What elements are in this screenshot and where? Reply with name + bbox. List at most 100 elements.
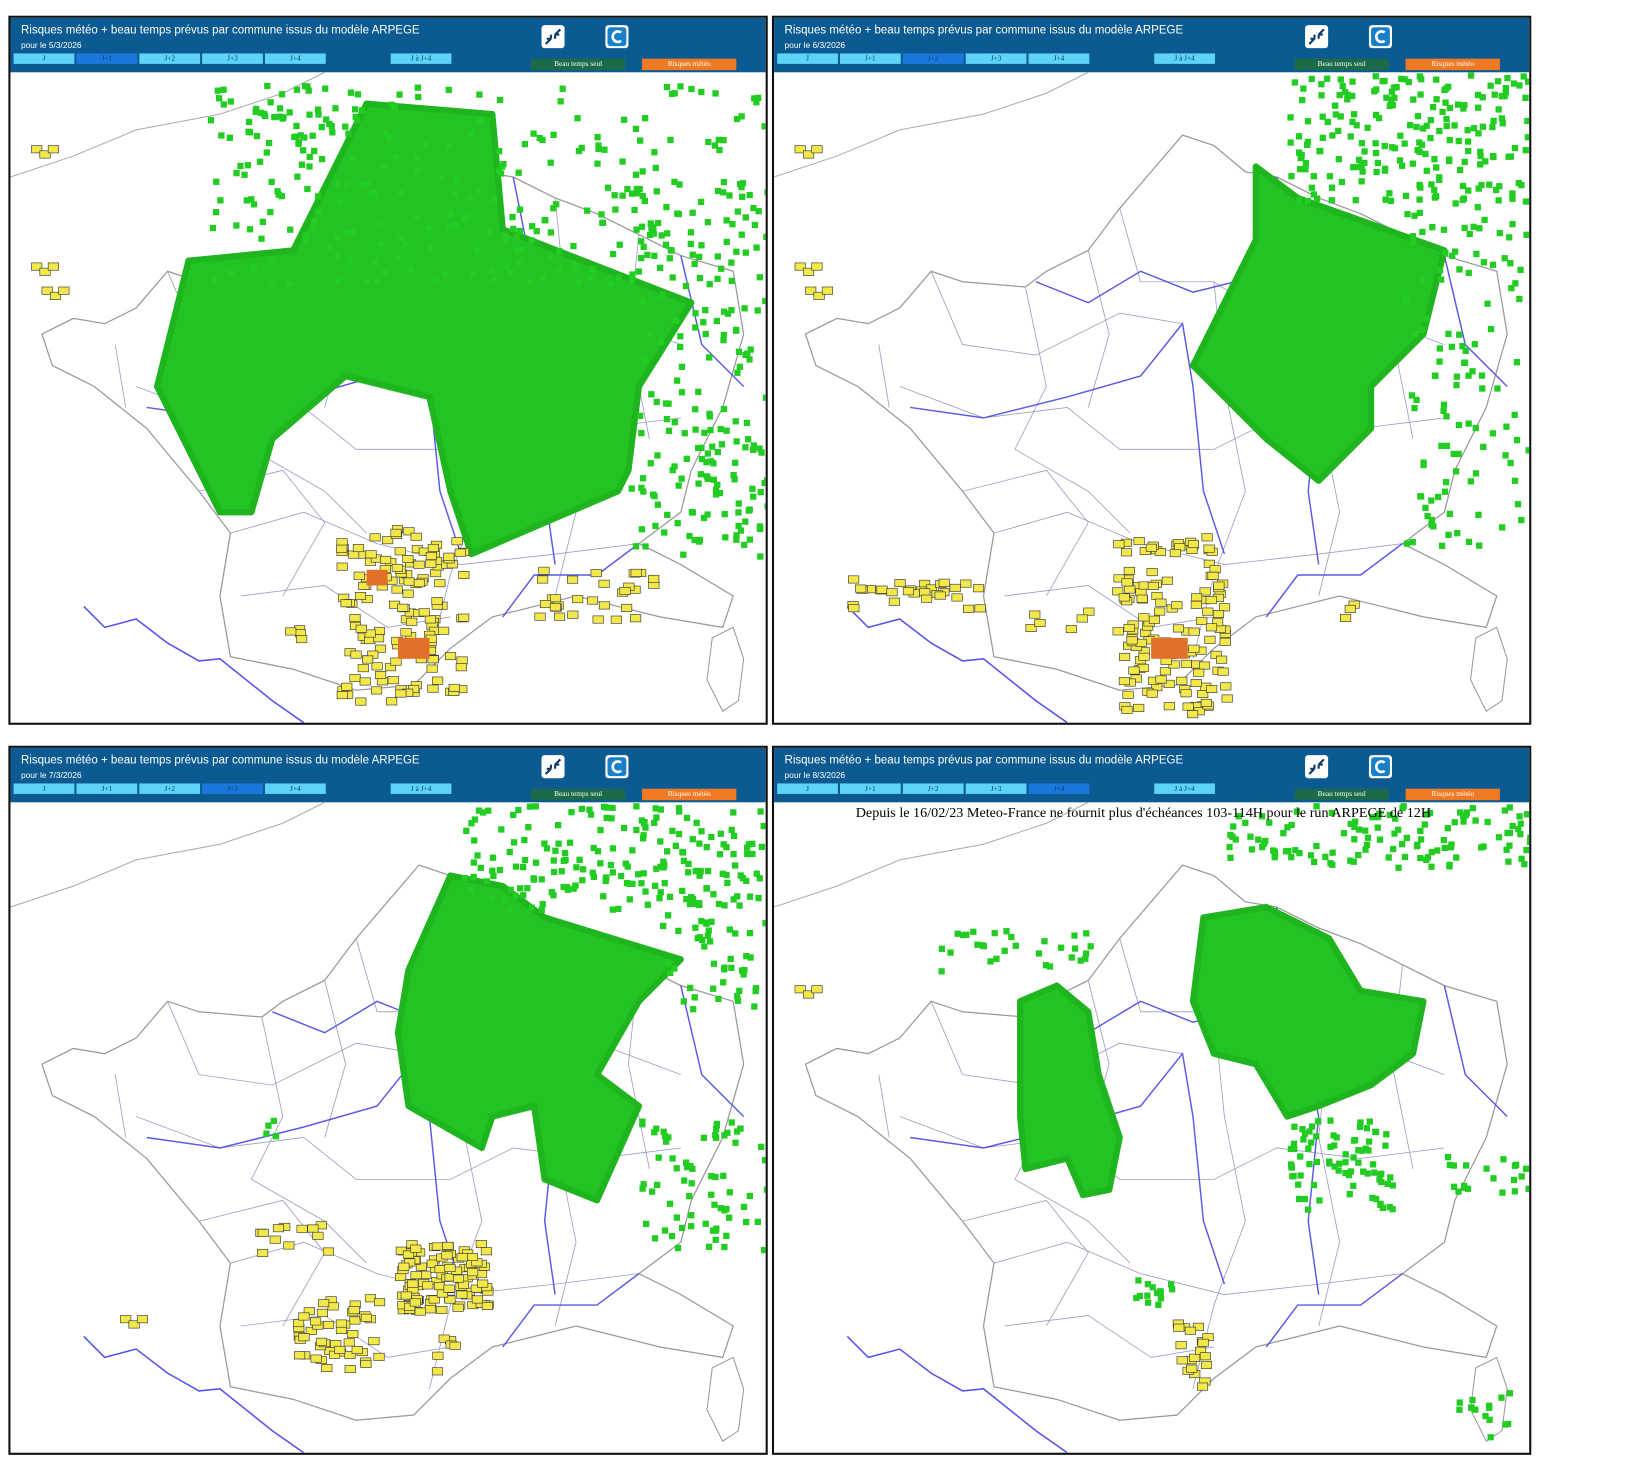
green-cell — [314, 193, 322, 200]
refresh-icon[interactable] — [1368, 755, 1392, 779]
green-cell — [253, 132, 261, 140]
green-cell — [1500, 1156, 1507, 1163]
green-cell — [1489, 261, 1497, 268]
green-cell — [476, 117, 484, 124]
day-tab[interactable]: J — [777, 53, 838, 64]
day-tab[interactable]: J+3 — [202, 53, 263, 64]
warning-icon — [458, 571, 470, 579]
green-cell — [1318, 92, 1325, 99]
warning-icon — [350, 650, 362, 659]
beau-temps-button[interactable]: Beau temps seul — [1294, 788, 1389, 801]
beau-temps-button[interactable]: Beau temps seul — [531, 58, 626, 71]
warning-icon — [1155, 598, 1167, 607]
green-cell — [714, 275, 721, 282]
day-tab[interactable]: J à J+4 — [1154, 783, 1215, 794]
risques-button[interactable]: Risques météo — [1405, 58, 1500, 71]
day-tab[interactable]: J+1 — [840, 783, 901, 794]
day-tab[interactable]: J+1 — [76, 53, 138, 64]
warning-icon — [348, 1306, 360, 1315]
day-tab[interactable]: J+2 — [139, 783, 201, 794]
collapse-icon[interactable] — [541, 25, 565, 49]
department-border — [1014, 286, 1131, 534]
warning-icon — [648, 574, 660, 583]
day-tab[interactable]: J+4 — [264, 53, 326, 64]
warning-icon — [443, 1284, 455, 1293]
green-cell — [1345, 1172, 1353, 1179]
green-cell — [1363, 1125, 1371, 1132]
green-cell — [675, 482, 682, 489]
green-cell — [1426, 809, 1434, 817]
green-cell — [682, 282, 690, 290]
day-tab[interactable]: J+2 — [139, 53, 201, 64]
day-tab[interactable]: J+2 — [902, 53, 964, 64]
warning-icon — [848, 575, 860, 584]
green-cell — [1444, 1154, 1452, 1161]
risques-button[interactable]: Risques météo — [642, 58, 737, 71]
day-tab[interactable]: J+4 — [264, 783, 326, 794]
collapse-icon[interactable] — [541, 755, 565, 779]
green-cell — [1300, 1136, 1307, 1143]
risques-button[interactable]: Risques météo — [1405, 788, 1500, 801]
warning-icon — [1146, 568, 1158, 577]
green-cell — [1469, 804, 1476, 812]
green-cell — [1511, 144, 1519, 152]
day-tab[interactable]: J+3 — [202, 783, 263, 794]
collapse-icon[interactable] — [1305, 25, 1329, 49]
day-tab[interactable]: J à J+4 — [390, 783, 452, 794]
green-cell — [1409, 233, 1417, 240]
green-cell — [220, 86, 227, 93]
green-cell — [639, 1121, 646, 1128]
green-cell — [663, 1138, 670, 1145]
warning-icon — [1172, 624, 1185, 633]
warning-icon — [420, 1270, 432, 1279]
refresh-icon[interactable] — [1368, 25, 1392, 49]
spain-coast — [846, 605, 1068, 723]
green-cell — [1423, 315, 1430, 322]
green-cell — [1525, 78, 1530, 85]
refresh-icon[interactable] — [605, 755, 629, 779]
day-tab[interactable]: J+3 — [965, 783, 1027, 794]
river — [680, 985, 745, 1118]
green-cell — [764, 503, 766, 510]
green-cell — [665, 427, 673, 435]
green-cell — [750, 204, 757, 212]
day-tab[interactable]: J+1 — [840, 53, 901, 64]
green-cell — [226, 134, 233, 141]
green-cell — [711, 142, 719, 149]
refresh-icon[interactable] — [605, 25, 629, 49]
green-cell — [1522, 198, 1530, 205]
green-cell — [1489, 430, 1497, 437]
beau-temps-button[interactable]: Beau temps seul — [531, 788, 626, 801]
day-tab[interactable]: J à J+4 — [390, 53, 452, 64]
green-cell — [265, 1122, 272, 1129]
warning-icon — [974, 604, 986, 613]
day-tab[interactable]: J+2 — [902, 783, 964, 794]
green-cell — [1505, 858, 1512, 865]
warning-icon — [1133, 537, 1145, 546]
day-tab[interactable]: J à J+4 — [1154, 53, 1215, 64]
risques-button[interactable]: Risques météo — [642, 788, 737, 801]
day-tab[interactable]: J+3 — [965, 53, 1027, 64]
day-tab[interactable]: J — [777, 783, 838, 794]
green-cell — [1487, 325, 1495, 333]
collapse-icon[interactable] — [1305, 755, 1329, 779]
green-cell — [633, 226, 640, 233]
green-cell — [1442, 99, 1449, 106]
day-tab[interactable]: J+4 — [1028, 53, 1090, 64]
warning-icon — [441, 1251, 453, 1260]
green-cell — [1467, 72, 1475, 79]
day-tab[interactable]: J+1 — [76, 783, 138, 794]
day-tab[interactable]: J — [13, 53, 75, 64]
day-tab[interactable]: J+4 — [1028, 783, 1090, 794]
beau-temps-button[interactable]: Beau temps seul — [1294, 58, 1389, 71]
green-cell — [686, 532, 693, 540]
green-cell — [1495, 197, 1502, 204]
green-cell — [1495, 106, 1502, 113]
green-cell — [1476, 542, 1483, 549]
green-cell — [248, 196, 255, 203]
green-cell — [732, 459, 739, 466]
day-tab[interactable]: J — [13, 783, 75, 794]
green-cell — [746, 929, 754, 937]
green-cell — [578, 144, 585, 152]
green-cell — [271, 113, 278, 121]
